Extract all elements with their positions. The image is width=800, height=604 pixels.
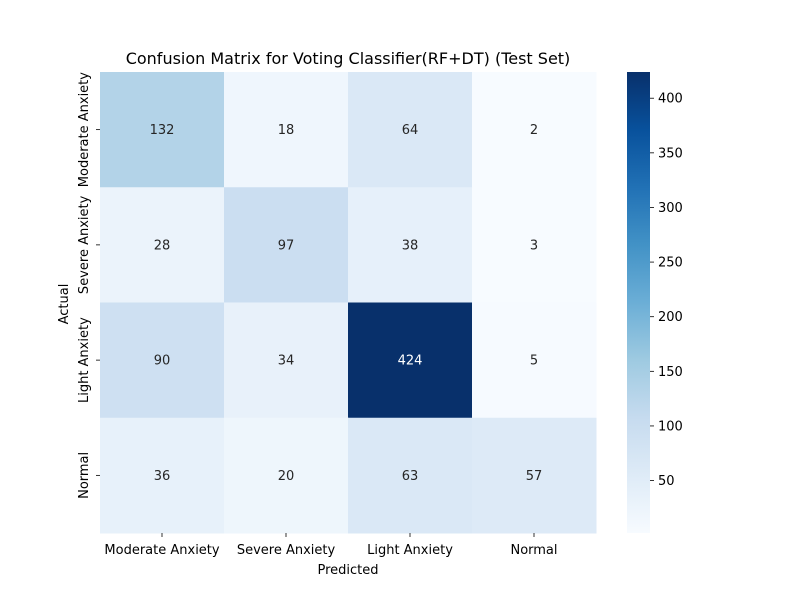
y-tick-label: Light Anxiety — [77, 317, 92, 403]
x-tick-label: Severe Anxiety — [237, 543, 336, 558]
colorbar-tick-label: 400 — [658, 92, 683, 107]
y-tick-label: Severe Anxiety — [77, 195, 92, 294]
cell-value-label: 34 — [278, 354, 295, 369]
y-tick-label: Normal — [77, 452, 92, 499]
cell-value-label: 28 — [154, 238, 171, 253]
heatmap-cell — [472, 417, 597, 534]
heatmap-cell — [348, 302, 473, 419]
heatmap-cell — [100, 302, 225, 419]
colorbar-ticks: 50 100 150 200 250 300 350 400 — [650, 92, 683, 489]
colorbar-tick-label: 100 — [658, 419, 683, 434]
cell-value-label: 5 — [530, 354, 538, 369]
y-tick-label: Moderate Anxiety — [77, 72, 92, 187]
cell-value-label: 18 — [278, 123, 295, 138]
cell-value-label: 57 — [526, 469, 543, 484]
cell-value-label: 63 — [402, 469, 419, 484]
x-tick-label: Light Anxiety — [367, 543, 453, 558]
chart-title: Confusion Matrix for Voting Classifier(R… — [126, 49, 571, 68]
heatmap-cell — [472, 72, 597, 188]
colorbar-tick-label: 350 — [658, 146, 683, 161]
cell-value-label: 36 — [154, 469, 171, 484]
heatmap-cell — [348, 72, 473, 188]
cell-value-label: 132 — [150, 123, 175, 138]
cell-value-label: 38 — [402, 238, 419, 253]
heatmap-cell — [348, 417, 473, 534]
heatmap-cell — [100, 72, 225, 188]
colorbar-tick-label: 250 — [658, 256, 683, 271]
colorbar-tick-label: 50 — [658, 474, 675, 489]
y-axis-label: Actual — [57, 284, 72, 325]
heatmap-cell — [224, 302, 349, 419]
colorbar-tick-label: 200 — [658, 310, 683, 325]
heatmap-cell — [348, 187, 473, 303]
x-tick-label: Normal — [510, 543, 557, 558]
heatmap-cell — [472, 302, 597, 419]
heatmap-cell — [100, 417, 225, 534]
y-axis-ticks: Moderate Anxiety Severe Anxiety Light Anxi… — [77, 72, 100, 499]
cell-value-label: 64 — [402, 123, 419, 138]
heatmap-cells — [100, 72, 597, 534]
cell-annotations: 132 18 64 2 28 97 38 3 90 34 424 5 36 20 63 57 — [150, 123, 543, 484]
x-axis-label: Predicted — [317, 563, 378, 578]
x-tick-label: Moderate Anxiety — [104, 543, 219, 558]
heatmap-cell — [224, 72, 349, 188]
colorbar-tick-label: 300 — [658, 201, 683, 216]
cell-value-label: 424 — [398, 354, 423, 369]
colorbar — [627, 72, 650, 533]
cell-value-label: 2 — [530, 123, 538, 138]
heatmap-cell — [100, 187, 225, 303]
cell-value-label: 3 — [530, 238, 538, 253]
cell-value-label: 20 — [278, 469, 295, 484]
cell-value-label: 97 — [278, 238, 295, 253]
heatmap-cell — [472, 187, 597, 303]
heatmap-cell — [224, 187, 349, 303]
x-axis-ticks: Moderate Anxiety Severe Anxiety Light Anxi… — [104, 533, 558, 558]
heatmap-cell — [224, 417, 349, 534]
colorbar-tick-label: 150 — [658, 365, 683, 380]
cell-value-label: 90 — [154, 354, 171, 369]
